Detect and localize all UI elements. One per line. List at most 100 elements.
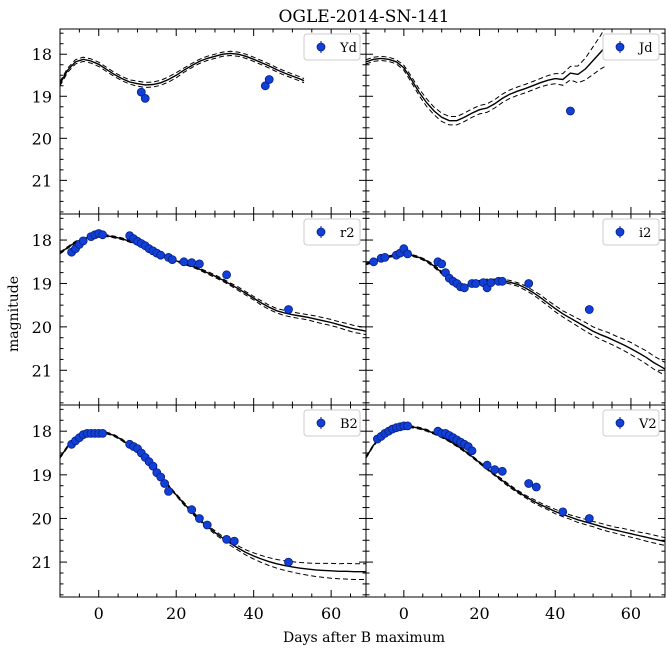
panel-v2: 0 20 40 60 V2 <box>365 404 666 623</box>
y-tick-label: 20 <box>32 509 52 528</box>
data-point <box>459 283 469 293</box>
data-point <box>98 230 107 240</box>
y-tick-label: 19 <box>32 87 52 106</box>
model-upper-bound <box>60 50 305 83</box>
legend-box <box>602 33 660 61</box>
y-tick-label: 18 <box>32 45 52 64</box>
y-tick-label: 19 <box>32 274 52 293</box>
panel-frame <box>365 404 666 598</box>
data-point <box>222 535 232 544</box>
data-point <box>403 421 413 431</box>
model-curves <box>366 29 605 126</box>
legend-label: r2 <box>340 226 355 241</box>
data-point <box>148 461 158 471</box>
data-point <box>490 465 500 475</box>
data-point <box>566 106 575 116</box>
ticks <box>365 29 665 214</box>
model-curves <box>366 252 665 376</box>
x-tick-label: 40 <box>243 604 263 623</box>
x-axis-label: Days after B maximum <box>283 630 445 646</box>
model-lower-bound <box>366 59 605 126</box>
legend: V2 <box>602 409 660 437</box>
y-tick-label: 18 <box>32 231 52 250</box>
data-point <box>497 466 507 476</box>
model-line <box>60 431 366 573</box>
ticks <box>365 405 665 597</box>
legend-label: Jd <box>637 41 653 56</box>
data-point <box>524 479 534 488</box>
y-tick-label: 19 <box>32 466 52 485</box>
data-point <box>222 270 232 280</box>
data-point <box>264 75 274 84</box>
model-lower-bound <box>366 254 665 376</box>
observations <box>67 428 293 567</box>
ticks <box>59 405 366 597</box>
data-point <box>229 536 239 546</box>
x-tick-label: 60 <box>321 604 341 623</box>
panel-grid: 18 19 20 21 Yd Jd 18 19 20 21 r2 i2 18 19 20 21 0 20 40 60 B… <box>32 28 666 623</box>
x-tick-label: 40 <box>545 604 565 623</box>
data-point <box>284 557 293 567</box>
observations <box>369 244 594 314</box>
data-point <box>136 87 146 97</box>
model-line <box>366 253 665 370</box>
data-point <box>531 482 541 492</box>
model-upper-bound <box>366 29 605 117</box>
panel-b2: 18 19 20 21 0 20 40 60 B2 <box>32 404 367 623</box>
data-point <box>156 472 166 482</box>
legend-box <box>303 218 361 246</box>
model-curves <box>60 234 366 336</box>
panel-r2: 18 19 20 21 r2 <box>32 213 367 406</box>
model-curves <box>60 50 305 88</box>
model-upper-bound <box>60 430 366 565</box>
model-lower-bound <box>60 432 366 580</box>
data-point <box>156 250 166 260</box>
data-point <box>98 428 107 438</box>
data-point <box>403 249 413 259</box>
x-tick-label: 0 <box>94 604 104 623</box>
model-line <box>366 47 605 122</box>
ticks <box>365 214 665 405</box>
model-upper-bound <box>366 252 665 363</box>
data-point <box>187 505 197 515</box>
model-line <box>366 426 665 543</box>
legend-label: V2 <box>638 417 657 432</box>
data-point <box>194 514 204 523</box>
model-upper-bound <box>60 234 366 329</box>
y-tick-label: 21 <box>32 553 52 572</box>
legend-label: i2 <box>639 226 651 241</box>
model-lower-bound <box>366 427 665 546</box>
legend-box <box>602 409 660 437</box>
data-point <box>380 252 390 262</box>
x-tick-label: 20 <box>166 604 186 623</box>
data-point <box>584 305 594 314</box>
data-point <box>558 507 568 517</box>
legend: Jd <box>602 33 660 61</box>
legend: B2 <box>303 409 361 437</box>
figure-title: OGLE-2014-SN-141 <box>279 7 450 27</box>
y-tick-label: 20 <box>32 129 52 148</box>
model-upper-bound <box>366 425 665 539</box>
data-point <box>179 257 189 267</box>
panel-jd: Jd <box>365 28 666 215</box>
legend-marker <box>316 418 326 428</box>
data-point <box>482 460 492 470</box>
ticks <box>59 214 366 405</box>
data-point <box>524 279 534 288</box>
legend-label: B2 <box>340 417 358 432</box>
y-axis-label: magnitude <box>6 276 22 352</box>
legend: i2 <box>602 218 660 246</box>
data-point <box>167 255 177 265</box>
data-point <box>140 94 150 103</box>
legend-marker <box>615 227 625 237</box>
data-point <box>584 514 594 523</box>
data-point <box>284 305 293 314</box>
legend-box <box>303 33 361 61</box>
model-line <box>60 235 366 332</box>
data-point <box>260 81 270 91</box>
data-point <box>369 257 379 267</box>
model-curves <box>60 430 366 580</box>
x-tick-label: 60 <box>621 604 641 623</box>
observations <box>136 75 274 103</box>
observations <box>566 106 575 116</box>
